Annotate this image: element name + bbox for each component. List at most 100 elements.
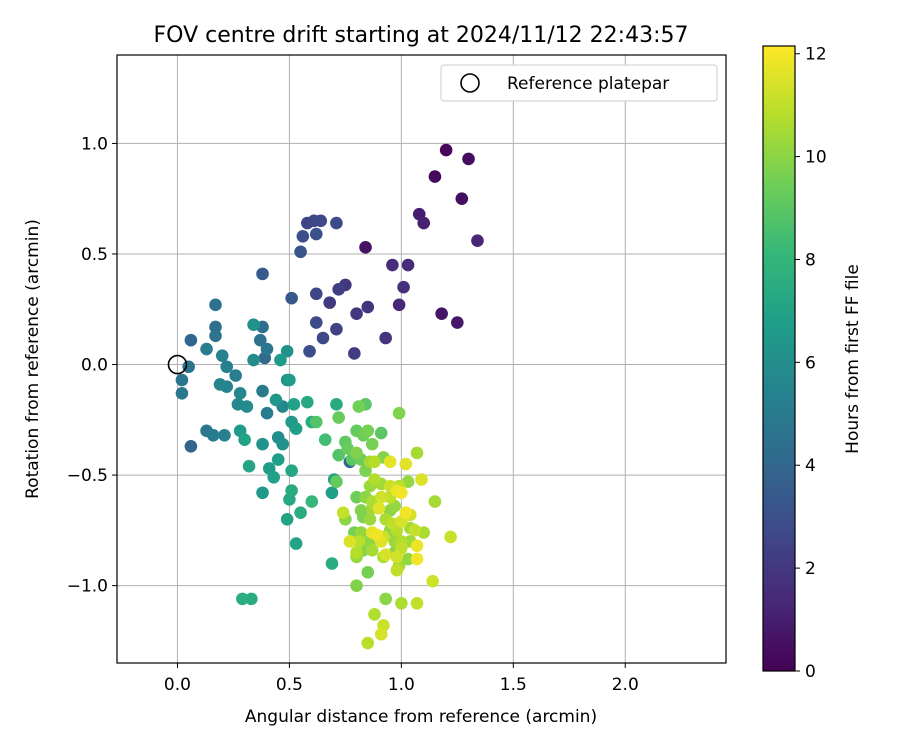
scatter-point — [383, 455, 397, 469]
scatter-point — [247, 353, 260, 367]
scatter-point — [242, 459, 256, 473]
scatter-point — [323, 296, 337, 309]
scatter-point — [368, 473, 381, 486]
reference-platepar-marker — [167, 354, 188, 375]
scatter-point — [318, 433, 332, 446]
y-axis-label: Rotation from reference (arcmin) — [23, 219, 43, 499]
scatter-point — [386, 258, 399, 272]
scatter-point — [280, 344, 294, 358]
scatter-point — [462, 152, 475, 166]
scatter-point — [332, 411, 345, 424]
scatter-point — [352, 400, 366, 413]
grid — [117, 55, 726, 663]
scatter-point — [350, 546, 363, 559]
scatter-point — [289, 422, 303, 435]
scatter-point — [184, 440, 198, 453]
scatter-point — [200, 342, 213, 356]
scatter-point — [330, 475, 343, 489]
scatter-point — [392, 406, 406, 420]
scatter-point — [240, 400, 254, 413]
y-tick-label: 0.0 — [81, 356, 108, 376]
scatter-point — [256, 384, 269, 398]
scatter-point — [325, 557, 339, 570]
scatter-point — [410, 446, 424, 460]
scatter-point — [280, 512, 294, 526]
scatter-point — [294, 506, 307, 519]
scatter-point — [379, 331, 392, 345]
colorbar: 0 2 4 6 8 10 12 Hours from first FF file — [762, 45, 863, 682]
scatter-point — [305, 495, 319, 508]
scatter-point — [260, 342, 274, 356]
scatter-point — [238, 433, 251, 446]
legend-box — [440, 64, 718, 102]
scatter-point — [365, 437, 379, 451]
scatter-point — [399, 457, 413, 471]
scatter-point — [296, 229, 310, 243]
scatter-point — [397, 280, 410, 294]
scatter-point — [428, 170, 442, 183]
x-tick-label: 0.5 — [276, 675, 303, 695]
scatter-point — [218, 428, 231, 442]
scatter-point — [332, 448, 345, 462]
scatter-point — [209, 320, 222, 334]
scatter-point — [426, 574, 439, 588]
scatter-point — [350, 579, 363, 592]
scatter-point — [401, 258, 415, 272]
scatter-point — [390, 550, 404, 564]
legend: Reference platepar — [440, 64, 718, 102]
scatter-point — [309, 316, 323, 329]
scatter-point — [309, 287, 323, 301]
scatter-point — [209, 329, 222, 343]
x-tick-label: 1.0 — [388, 675, 415, 695]
scatter-point — [285, 484, 298, 497]
scatter-point — [260, 406, 274, 420]
scatter-point — [309, 415, 323, 429]
y-tick-label: 0.5 — [81, 245, 108, 265]
scatter-point — [236, 592, 249, 606]
scatter-point — [428, 495, 442, 508]
x-tick-label: 2.0 — [612, 675, 639, 695]
y-axis-ticks: −1.0 −0.5 0.0 0.5 1.0 — [67, 134, 117, 597]
x-axis-ticks: 0.0 0.5 1.0 1.5 2.0 — [164, 663, 639, 695]
scatter-point — [269, 393, 283, 407]
scatter-point — [359, 241, 372, 254]
scatter-point — [253, 333, 267, 347]
colorbar-tick-label: 4 — [805, 456, 816, 476]
scatter-point — [350, 307, 363, 320]
legend-open-circle-icon — [460, 73, 480, 93]
scatter-point — [374, 490, 388, 504]
scatter-point — [215, 349, 229, 362]
x-axis-label: Angular distance from reference (arcmin) — [245, 707, 597, 727]
scatter-point — [379, 592, 392, 606]
scatter-point — [350, 490, 363, 504]
scatter-point — [361, 566, 375, 579]
scatter-point — [233, 386, 247, 400]
colorbar-tick-label: 2 — [805, 559, 816, 579]
scatter-point — [247, 318, 260, 332]
scatter-point — [332, 283, 345, 296]
scatter-point — [309, 227, 323, 241]
scatter-point — [220, 360, 234, 374]
scatter-point — [451, 316, 464, 329]
colorbar-tick-label: 6 — [805, 353, 816, 373]
scatter-point — [289, 537, 303, 550]
scatter-point — [283, 373, 296, 387]
colorbar-label: Hours from first FF file — [843, 264, 863, 454]
scatter-point — [361, 636, 375, 650]
scatter-point — [370, 528, 384, 542]
scatter-point — [368, 455, 381, 469]
scatter-point — [395, 486, 408, 500]
scatter-point — [276, 437, 289, 451]
scatter-point — [213, 378, 227, 391]
scatter-point — [365, 543, 379, 557]
scatter-point — [361, 300, 375, 314]
scatter-point — [363, 512, 377, 526]
scatter-point — [285, 464, 298, 477]
scatter-point — [348, 347, 361, 360]
scatter-point — [274, 353, 287, 367]
scatter-point — [399, 506, 413, 519]
scatter-point — [392, 298, 406, 312]
scatter-point — [316, 331, 330, 345]
